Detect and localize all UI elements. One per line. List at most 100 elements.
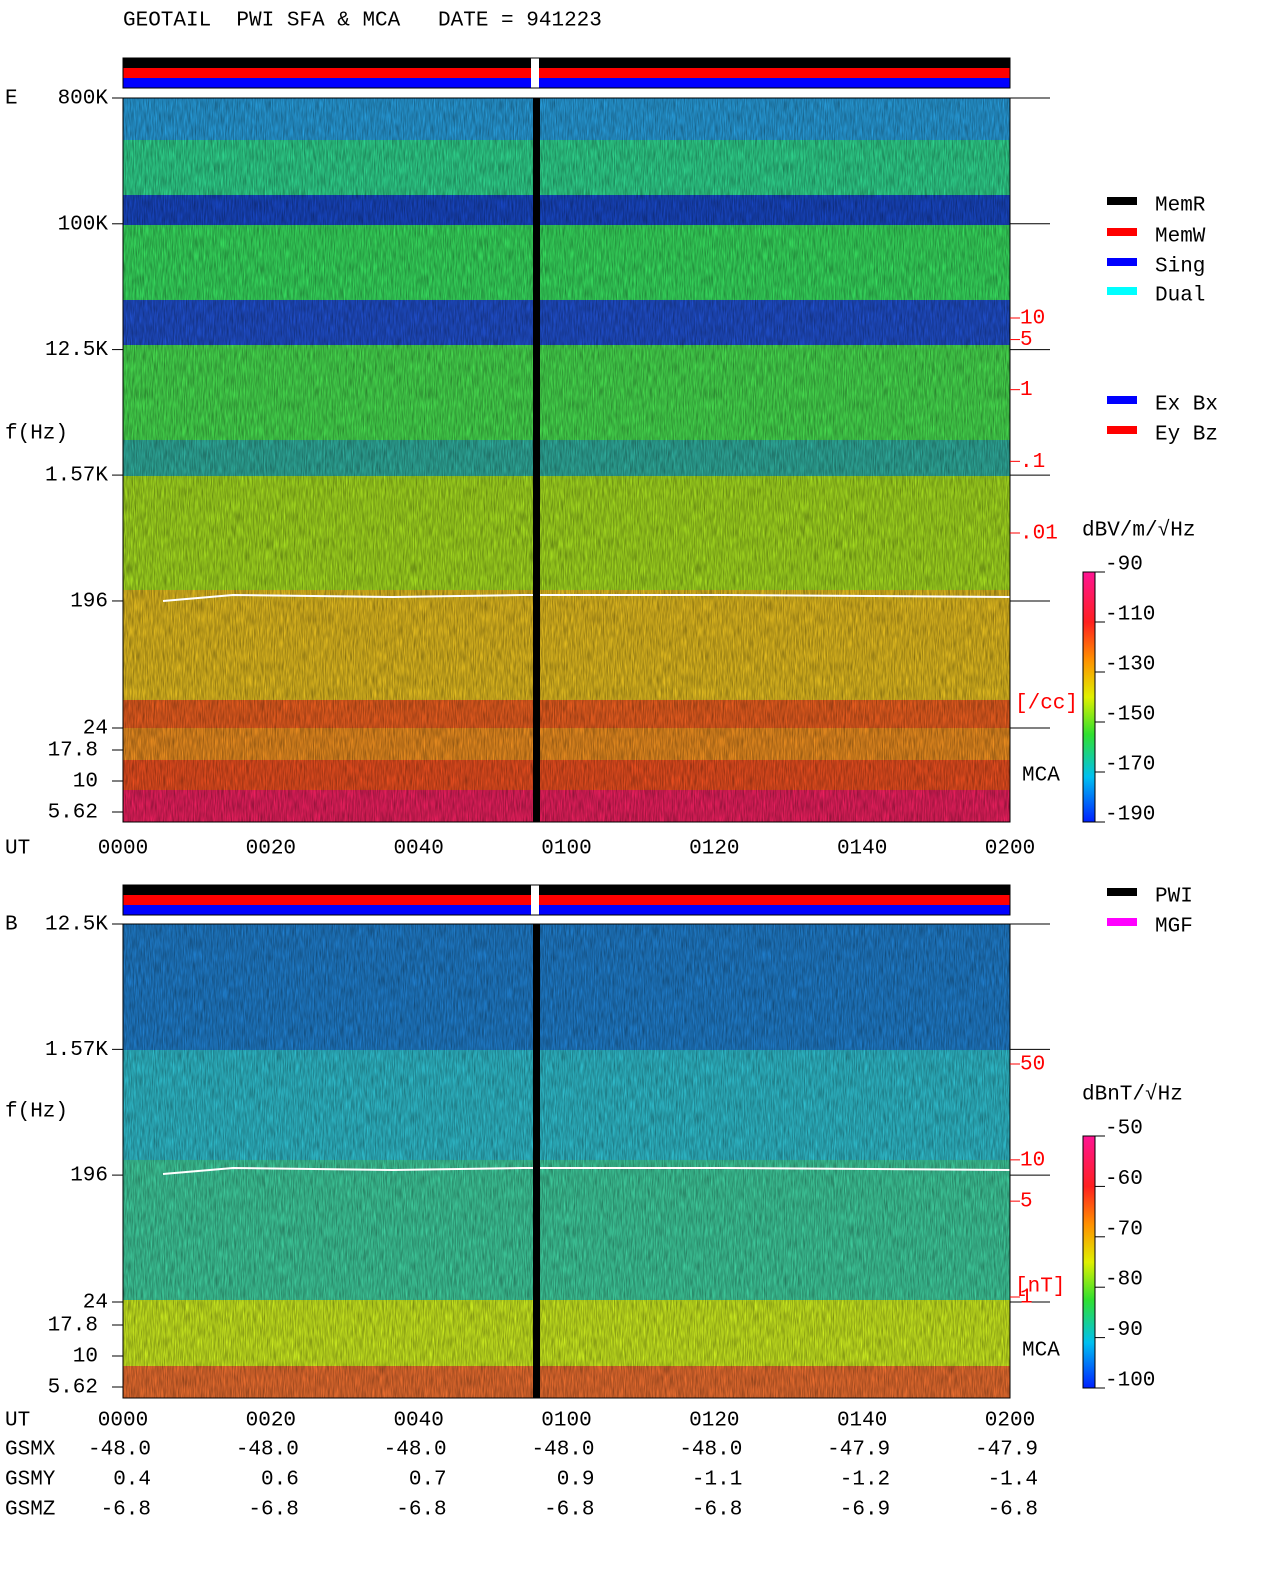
orbit-value: -6.8 [692, 1499, 742, 1522]
y2-tick-label: 5 [1020, 1191, 1033, 1214]
y-tick-label: 800K [58, 88, 109, 111]
orbit-value: -47.9 [975, 1439, 1038, 1462]
cyclotron-line [162, 593, 1011, 602]
y-tick-label: 196 [70, 591, 108, 614]
orbit-value: 0.6 [261, 1469, 299, 1492]
status-gap [531, 58, 539, 88]
orbit-value: -6.8 [988, 1499, 1038, 1522]
colorbar-tick-label: -80 [1105, 1269, 1143, 1292]
x-tick-label: 0000 [98, 838, 148, 861]
orbit-value: -6.9 [840, 1499, 890, 1522]
colorbar-tick-label: -70 [1105, 1218, 1143, 1241]
y2-tick-label: 10 [1020, 308, 1045, 331]
colorbar-tick-label: -170 [1105, 754, 1155, 777]
mca-tick-label: 10 [73, 1346, 98, 1369]
colorbar-label: dBV/m/√Hz [1082, 519, 1195, 543]
y-tick-label: 24 [83, 718, 108, 741]
colorbar [1082, 1135, 1096, 1389]
orbit-value: 0.9 [557, 1469, 595, 1492]
mca-tick-label: 17.8 [48, 1315, 98, 1338]
legend-label: Sing [1155, 256, 1205, 279]
colorbar [1082, 571, 1096, 823]
y2-axis-label: [nT] [1015, 1276, 1065, 1299]
status-bar [123, 895, 1010, 905]
component-label: E [5, 88, 18, 111]
x-tick-label: 0120 [689, 1410, 739, 1433]
orbit-value: -48.0 [531, 1439, 594, 1462]
status-bar [123, 58, 1010, 68]
x-tick-label: 0100 [541, 1410, 591, 1433]
colorbar-tick-label: -90 [1105, 554, 1143, 577]
y-axis-label: f(Hz) [5, 1101, 68, 1124]
colorbar-tick-label: -100 [1105, 1370, 1155, 1393]
x-tick-label: 0200 [985, 1410, 1035, 1433]
legend-label: MemR [1155, 195, 1206, 218]
legend-swatch [1107, 197, 1137, 205]
orbit-value: -1.4 [988, 1469, 1038, 1492]
mca-tick-label: 10 [73, 771, 98, 794]
orbit-value: -1.2 [840, 1469, 890, 1492]
y-tick-label: 1.57K [45, 465, 108, 488]
orbit-label: GSMY [5, 1469, 56, 1492]
orbit-value: -1.1 [692, 1469, 742, 1492]
legend-swatch [1107, 888, 1137, 896]
y-tick-label: 1.57K [45, 1039, 108, 1062]
data-gap [533, 924, 540, 1398]
legend-label: MemW [1155, 226, 1206, 249]
y2-tick-label: 50 [1020, 1054, 1045, 1077]
legend-swatch [1107, 228, 1137, 236]
colorbar-tick-label: -110 [1105, 604, 1155, 627]
x-tick-label: 0000 [98, 1410, 148, 1433]
status-bar [123, 885, 1010, 895]
y2-tick-label: 1 [1020, 379, 1033, 402]
y-axis-label: f(Hz) [5, 423, 68, 446]
orbit-value: -48.0 [384, 1439, 447, 1462]
colorbar-tick-label: -190 [1105, 804, 1155, 827]
y-tick-label: 196 [70, 1165, 108, 1188]
legend-label: PWI [1155, 886, 1193, 909]
cyclotron-line [162, 1166, 1011, 1175]
x-tick-label: 0120 [689, 838, 739, 861]
status-frame [122, 57, 1011, 89]
colorbar-tick-label: -90 [1105, 1319, 1143, 1342]
y-tick-label: 12.5K [45, 914, 108, 937]
data-gap [533, 98, 540, 822]
x-axis-label: UT [5, 1410, 30, 1433]
orbit-value: -6.8 [396, 1499, 446, 1522]
orbit-value: 0.4 [113, 1469, 151, 1492]
colorbar-label: dBnT/√Hz [1082, 1083, 1183, 1107]
status-frame [122, 884, 1011, 916]
frame [122, 97, 1011, 823]
legend-swatch [1107, 918, 1137, 926]
orbit-value: 0.7 [409, 1469, 447, 1492]
y2-axis-label: [/cc] [1015, 693, 1078, 716]
orbit-value: -6.8 [248, 1499, 298, 1522]
x-tick-label: 0100 [541, 838, 591, 861]
x-tick-label: 0020 [246, 838, 296, 861]
y-tick-label: 24 [83, 1292, 108, 1315]
orbit-value: -6.8 [101, 1499, 151, 1522]
legend-label: MGF [1155, 916, 1193, 939]
legend-swatch [1107, 258, 1137, 266]
orbit-value: -6.8 [544, 1499, 594, 1522]
mca-label: MCA [1022, 1340, 1060, 1363]
spectrogram-noise [123, 98, 1010, 822]
x-tick-label: 0140 [837, 838, 887, 861]
orbit-value: -48.0 [88, 1439, 151, 1462]
legend-label: Ex Bx [1155, 394, 1218, 417]
title: GEOTAIL PWI SFA & MCA DATE = 941223 [123, 10, 602, 33]
frame [122, 923, 1011, 1399]
orbit-label: GSMX [5, 1439, 56, 1462]
colorbar-tick-label: -60 [1105, 1168, 1143, 1191]
mca-tick-label: 5.62 [48, 802, 98, 825]
legend-swatch [1107, 396, 1137, 404]
y-tick-label: 100K [58, 213, 109, 236]
legend-label: Dual [1155, 285, 1205, 308]
x-tick-label: 0040 [393, 1410, 443, 1433]
x-tick-label: 0020 [246, 1410, 296, 1433]
colorbar-tick-label: -130 [1105, 654, 1155, 677]
status-gap [531, 885, 539, 915]
colorbar-tick-label: -50 [1105, 1118, 1143, 1141]
